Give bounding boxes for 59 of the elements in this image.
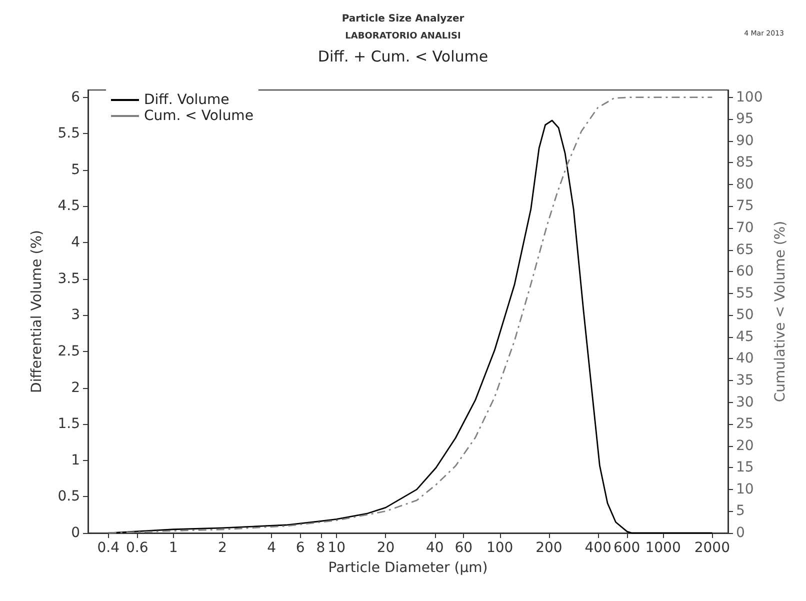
y2-tick-label: 65: [736, 242, 754, 258]
x-tick-label: 0.4: [97, 540, 120, 556]
text: Particle Size Analyzer: [342, 14, 464, 24]
y2-tick-label: 85: [736, 154, 754, 171]
y2-tick-label: 25: [736, 416, 754, 432]
y2-tick-label: 70: [736, 220, 754, 236]
y-tick-label: 1: [71, 452, 80, 468]
x-tick-label: 2000: [694, 540, 730, 556]
y-tick-label: 2: [71, 380, 80, 396]
y2-tick-label: 40: [736, 350, 754, 367]
y-tick-label: 4.5: [58, 198, 80, 214]
y2-tick-label: 30: [736, 394, 754, 410]
x-tick-label: 1000: [645, 540, 681, 556]
y2-tick-label: 90: [736, 132, 754, 149]
x-tick-label: 200: [536, 540, 562, 556]
y2-tick-label: 95: [736, 111, 754, 128]
x-tick-label: 0.6: [126, 540, 148, 556]
y-axis-title: Differential Volume (%): [29, 230, 45, 393]
y-tick-label: 4: [71, 234, 80, 251]
y-tick-label: 0: [71, 525, 80, 541]
y-tick-label: 2.5: [58, 343, 80, 360]
y2-tick-label: 45: [736, 328, 754, 345]
x-tick-label: 10: [328, 540, 346, 556]
y-tick-label: 3: [71, 307, 80, 324]
y2-tick-label: 15: [736, 460, 754, 476]
y-tick-label: 5: [71, 162, 80, 178]
y2-tick-label: 100: [736, 89, 763, 106]
x-tick-label: 20: [376, 540, 395, 556]
y2-tick-label: 10: [736, 481, 754, 498]
y2-tick-label: 75: [736, 198, 754, 214]
y2-tick-label: 60: [736, 264, 754, 280]
y-tick-label: 6: [71, 89, 80, 106]
x-tick-label: 1: [168, 540, 178, 556]
y2-tick-label: 50: [736, 307, 754, 324]
x-axis-title: Particle Diameter (µm): [328, 560, 488, 576]
y2-tick-label: 35: [736, 372, 754, 388]
x-tick-label: 2: [218, 540, 227, 556]
y-tick-label: 1.5: [58, 416, 80, 432]
legend-label: Diff. Volume: [144, 92, 230, 108]
x-tick-label: 100: [486, 540, 514, 556]
y2-tick-label: 5: [736, 503, 745, 520]
y-tick-label: 0.5: [58, 488, 80, 505]
x-tick-label: 8: [316, 540, 326, 556]
text: LABORATORIO ANALISI: [345, 32, 461, 42]
x-tick-label: 40: [426, 540, 444, 556]
chart-title: Diff. + Cum. < Volume: [318, 48, 488, 66]
y2-tick-label: 80: [736, 176, 754, 192]
legend-label: Cum. < Volume: [144, 108, 254, 124]
y2-tick-label: 20: [736, 438, 754, 454]
x-tick-label: 4: [267, 540, 276, 556]
x-tick-label: 400: [584, 540, 612, 556]
y2-axis-title: Cumulative < Volume (%): [772, 220, 789, 402]
x-tick-label: 6: [296, 540, 305, 556]
x-tick-label: 60: [454, 540, 473, 556]
x-tick-label: 600: [613, 540, 640, 556]
y2-tick-label: 0: [736, 525, 745, 541]
y2-tick-label: 55: [736, 285, 754, 302]
y-tick-label: 5.5: [58, 126, 80, 142]
y-tick-label: 3.5: [58, 270, 80, 287]
